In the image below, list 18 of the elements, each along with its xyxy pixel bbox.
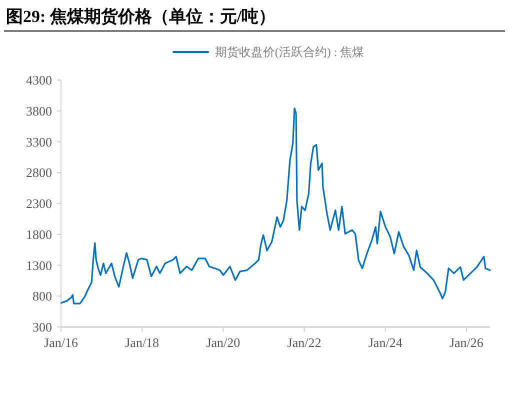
title: 图29: 焦煤期货价格（单位：元/吨） (6, 7, 276, 26)
legend-label: 期货收盘价(活跃合约) : 焦煤 (214, 45, 364, 59)
y-tick-label: 300 (32, 320, 52, 334)
legend: 期货收盘价(活跃合约) : 焦煤 (172, 45, 364, 59)
y-tick-label: 3300 (26, 134, 52, 150)
y-tick-label: 3800 (26, 103, 52, 118)
x-tick-label: Jan/18 (125, 335, 160, 350)
x-tick-label: Jan/16 (44, 335, 78, 350)
y-tick-label: 800 (32, 288, 52, 304)
y-tick-label: 2300 (26, 196, 52, 211)
y-tick-label: 1800 (26, 226, 52, 242)
x-tick-label: Jan/26 (449, 335, 484, 350)
x-tick-label: Jan/22 (287, 335, 322, 350)
y-tick-label: 4300 (26, 72, 52, 88)
x-tick-label: Jan/20 (206, 335, 240, 350)
y-tick-label: 2800 (26, 165, 52, 180)
x-tick-label: Jan/24 (368, 335, 403, 350)
y-tick-label: 1300 (26, 258, 52, 273)
